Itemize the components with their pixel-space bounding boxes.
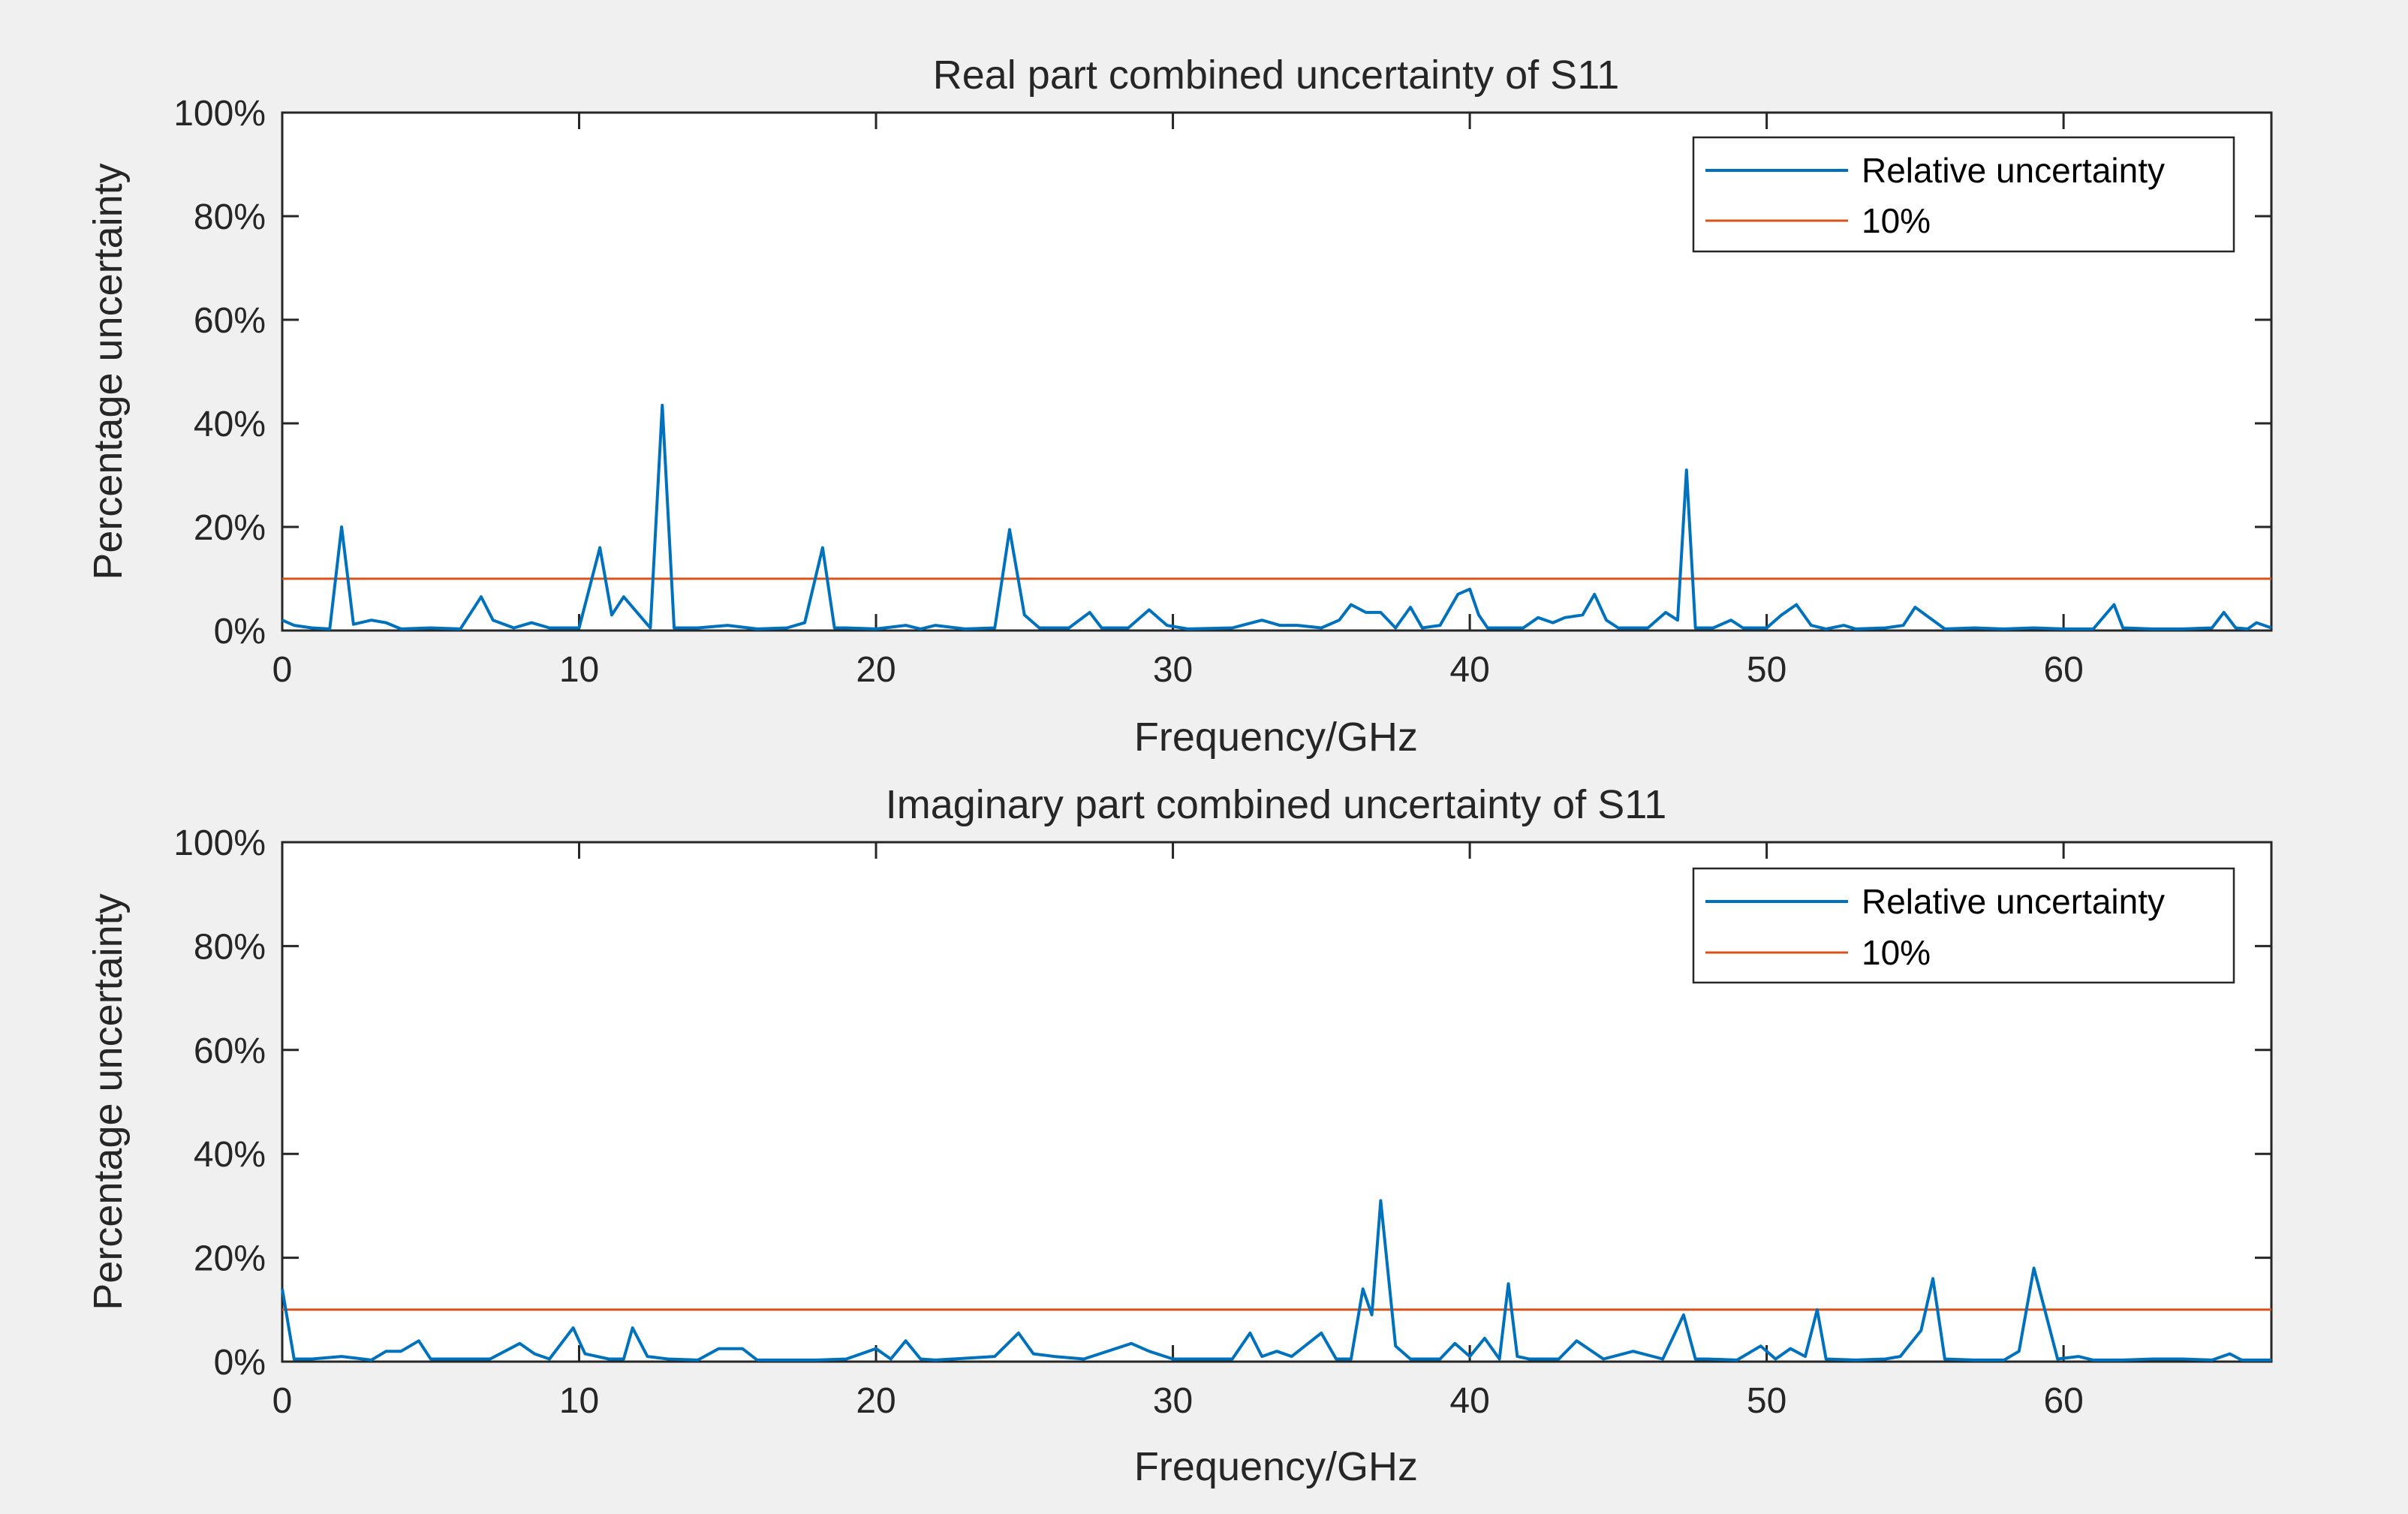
chart-title: Imaginary part combined uncertainty of S… [886, 782, 1667, 827]
x-axis-label: Frequency/GHz [1134, 1444, 1418, 1489]
y-tick-label: 80% [194, 927, 266, 967]
y-tick-label: 40% [194, 1135, 266, 1175]
x-tick-label: 30 [1153, 1381, 1193, 1421]
axis-ticks [281, 841, 2271, 1363]
x-tick-label: 20 [856, 650, 895, 690]
y-tick-label: 40% [194, 405, 266, 444]
x-tick-labels: 0 10 20 30 40 50 60 [272, 650, 2084, 690]
real-part-chart: Real part combined uncertainty of S11 0%… [86, 53, 2273, 760]
x-tick-labels: 0 10 20 30 40 50 60 [272, 1381, 2084, 1421]
x-tick-label: 0 [272, 650, 293, 690]
chart-title: Real part combined uncertainty of S11 [933, 53, 1620, 98]
y-tick-label: 0% [214, 612, 266, 652]
y-tick-label: 60% [194, 1031, 266, 1071]
x-axis-label: Frequency/GHz [1134, 715, 1418, 760]
y-tick-label: 100% [173, 94, 266, 134]
relative-uncertainty-line [281, 1199, 2271, 1362]
x-tick-label: 60 [2043, 1381, 2083, 1421]
legend-box [1692, 867, 2235, 984]
legend-label-uncertainty: Relative uncertainty [1862, 151, 2165, 190]
x-tick-label: 20 [856, 1381, 895, 1421]
x-tick-label: 10 [559, 650, 599, 690]
y-tick-label: 20% [194, 1239, 266, 1279]
y-axis-label: Percentage uncertainty [86, 163, 131, 579]
y-tick-label: 80% [194, 197, 266, 237]
relative-uncertainty-line [281, 403, 2272, 631]
x-tick-label: 10 [559, 1381, 599, 1421]
x-tick-label: 60 [2043, 650, 2083, 690]
y-tick-label: 60% [194, 301, 266, 341]
legend: Relative uncertainty 10% [1692, 867, 2235, 984]
legend-label-uncertainty: Relative uncertainty [1862, 882, 2165, 921]
x-tick-label: 30 [1153, 650, 1193, 690]
legend-label-threshold: 10% [1862, 933, 1931, 972]
x-tick-label: 50 [1747, 1381, 1786, 1421]
y-tick-labels: 0% 20% 40% 60% 80% 100% [173, 94, 266, 652]
x-tick-label: 50 [1747, 650, 1786, 690]
y-tick-label: 20% [194, 508, 266, 548]
x-tick-label: 0 [272, 1381, 293, 1421]
x-tick-label: 40 [1449, 650, 1489, 690]
legend-label-threshold: 10% [1862, 201, 1931, 240]
y-tick-label: 0% [214, 1343, 266, 1383]
y-tick-labels: 0% 20% 40% 60% 80% 100% [173, 823, 266, 1383]
imaginary-part-chart: Imaginary part combined uncertainty of S… [86, 782, 2273, 1489]
legend-box [1692, 136, 2235, 253]
y-tick-label: 100% [173, 823, 266, 863]
legend: Relative uncertainty 10% [1692, 136, 2235, 253]
y-axis-label: Percentage uncertainty [86, 893, 131, 1310]
x-tick-label: 40 [1449, 1381, 1489, 1421]
